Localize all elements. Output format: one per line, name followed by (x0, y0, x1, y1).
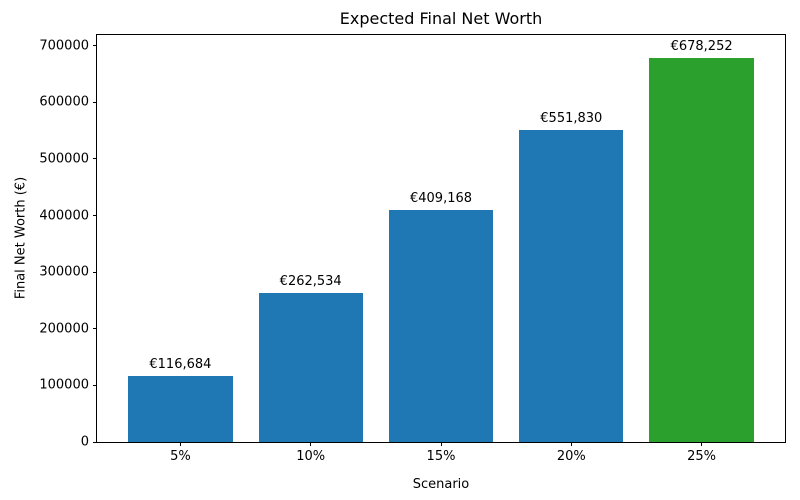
y-tick-label: 600000 (39, 94, 89, 110)
y-tick-mark (93, 271, 97, 273)
bar-5% (128, 375, 233, 442)
x-tick-mark (310, 442, 312, 446)
x-tick-mark (701, 442, 703, 446)
y-tick-label: 400000 (39, 208, 89, 224)
y-tick-mark (93, 384, 97, 386)
y-tick-label: 0 (80, 434, 89, 450)
x-tick-label: 15% (426, 449, 456, 464)
y-tick-label: 300000 (39, 264, 89, 280)
x-tick-label: 20% (556, 449, 586, 464)
chart-title: Expected Final Net Worth (339, 9, 543, 28)
bar-value-label: €551,830 (540, 110, 603, 126)
bar-value-label: €678,252 (670, 39, 733, 55)
bar-value-label: €262,534 (279, 274, 342, 290)
bar-15% (388, 210, 494, 442)
y-tick-mark (93, 328, 97, 330)
x-tick-mark (440, 442, 442, 446)
y-tick-mark (93, 45, 97, 47)
x-tick-mark (570, 442, 572, 446)
bar-20% (519, 129, 624, 442)
plot-area: 0 100000 200000 300000 400000 500000 600000 700… (39, 34, 786, 464)
y-tick-mark (93, 215, 97, 217)
bar-10% (258, 293, 363, 442)
x-tick-label: 5% (170, 449, 191, 464)
y-tick-label: 700000 (39, 38, 89, 54)
x-tick-mark (179, 442, 181, 446)
y-tick-mark (93, 441, 97, 443)
y-tick-label: 500000 (39, 151, 89, 167)
bar-25% (649, 58, 754, 442)
y-tick-label: 100000 (39, 377, 89, 393)
y-tick-label: 200000 (39, 321, 89, 337)
y-tick-mark (93, 158, 97, 160)
y-tick-mark (93, 101, 97, 103)
bar-value-label: €116,684 (149, 356, 212, 372)
y-axis-label: Final Net Worth (€) (13, 176, 29, 300)
x-tick-label: 25% (687, 449, 717, 464)
x-axis-label: Scenario (412, 477, 470, 492)
x-tick-label: 10% (296, 449, 326, 464)
bar-value-label: €409,168 (409, 191, 473, 207)
